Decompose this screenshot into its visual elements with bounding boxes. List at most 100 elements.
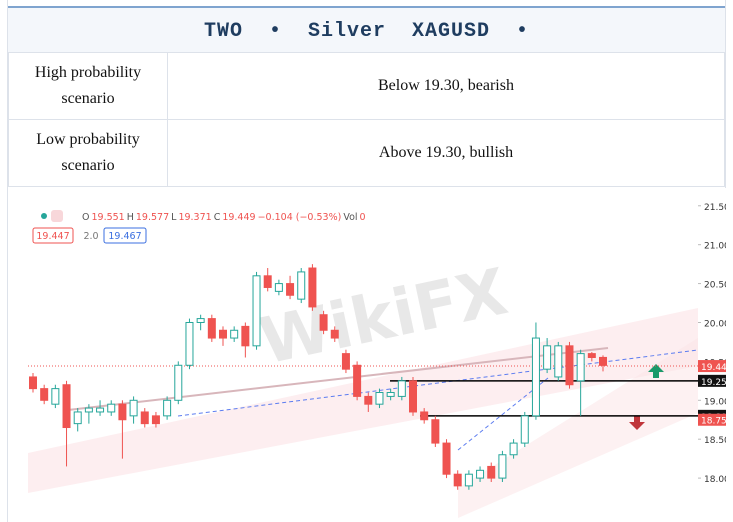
chart: WikiFX21.5021.0020.5020.0019.5019.0018.5… [8, 188, 726, 522]
candle-body [151, 415, 160, 425]
candle-body [140, 411, 149, 425]
trend-line [457, 377, 549, 451]
candle-body [587, 353, 596, 359]
candle-body [487, 465, 496, 479]
row: Low probability scenario Above 19.30, bu… [8, 119, 725, 187]
candle-body [420, 411, 429, 421]
cell: High probability scenario [8, 52, 168, 120]
scenario-table: High probability scenario Below 19.30, b… [8, 52, 725, 187]
candle-body [29, 376, 37, 390]
candle-body [219, 329, 227, 339]
y-tick-label: 21.50 [704, 203, 726, 213]
candle-body [509, 442, 518, 456]
ohlc-change: −0.104 (−0.53%) [258, 212, 342, 223]
value-box-label: 19.467 [108, 231, 141, 242]
ohlc-l: 19.371 [178, 212, 211, 223]
y-tick-label: 18.00 [704, 475, 726, 485]
candle-body [375, 392, 384, 405]
cell: Below 19.30, bearish [167, 52, 725, 120]
candle-body [409, 380, 417, 413]
legend-icon [51, 210, 63, 222]
candle-body [107, 403, 116, 413]
ohlc-c-label: C [214, 212, 221, 223]
candle-body [297, 271, 306, 300]
candle-body [554, 345, 563, 378]
ohlc-legend: O 19.551 H 19.577 L 19.371 C 19.449 −0.104 (−0.5… [82, 212, 366, 223]
up-arrow [648, 364, 664, 378]
legend-dot [41, 213, 47, 219]
candle-body [51, 388, 60, 405]
y-tick-label: 18.50 [704, 436, 726, 446]
candle-body [274, 283, 283, 292]
price-label: 19.44 [701, 363, 726, 373]
price-label-bg [698, 413, 726, 426]
candle-body [263, 275, 272, 288]
candle-body [118, 403, 127, 421]
down-arrow [629, 416, 645, 430]
candle-body [330, 329, 339, 339]
candle-body [353, 364, 362, 397]
price-label: 19.25 [701, 378, 726, 388]
candle-body [386, 392, 395, 397]
candle-body [252, 275, 261, 347]
title: TWO • Silver XAGUSD • [203, 20, 530, 43]
ohlc-c: 19.449 [222, 212, 255, 223]
ohlc-vol: 0 [360, 212, 366, 223]
value-box-label: 2.0 [83, 231, 98, 242]
candle-body [464, 473, 473, 487]
candle-body [576, 353, 585, 382]
y-tick-label: 19.00 [704, 397, 726, 407]
ohlc-l-label: L [171, 212, 177, 223]
ohlc-o-label: O [82, 212, 89, 223]
candle-body [286, 283, 295, 296]
y-tick-label: 20.50 [704, 281, 726, 291]
value-box-label: 19.447 [36, 231, 69, 242]
candle-body [431, 419, 440, 444]
header: TWO • Silver XAGUSD • [8, 6, 725, 52]
value-box [32, 227, 74, 244]
candle-body [73, 411, 82, 425]
cell: Above 19.30, bullish [167, 119, 725, 187]
candle-body [476, 469, 485, 479]
cell: Low probability scenario [8, 119, 168, 187]
candle-body [498, 454, 507, 479]
price-label: 18.75 [701, 417, 726, 427]
price-label-bg [698, 374, 726, 387]
candle-body [453, 473, 462, 487]
candle-body [163, 399, 172, 417]
candle-body [442, 442, 451, 475]
candle-body [543, 345, 552, 370]
ohlc-vol-label: Vol [343, 212, 357, 223]
page: TWO • Silver XAGUSD • High probability s… [7, 0, 726, 522]
candle-body [599, 356, 607, 366]
channel [28, 308, 698, 493]
candle-body [96, 407, 105, 413]
y-tick-label: 20.00 [704, 319, 726, 329]
candle-body [230, 329, 239, 339]
candle-body [341, 353, 350, 370]
ohlc-h-label: H [127, 212, 134, 223]
candle-body [62, 384, 71, 429]
candle-body [196, 318, 205, 323]
candle-body [40, 388, 49, 401]
trend-line [177, 349, 699, 417]
candle-body [319, 314, 328, 331]
candle-body [565, 345, 574, 386]
channel [458, 338, 698, 518]
candle-body [84, 407, 93, 413]
candle-body [520, 415, 529, 444]
price-label-bg [698, 360, 726, 373]
y-tick-label: 21.00 [704, 242, 726, 252]
value-box [103, 227, 147, 244]
candle-body [241, 325, 250, 347]
row: High probability scenario Below 19.30, b… [8, 52, 725, 120]
candle-body [129, 399, 138, 417]
candle-body [397, 380, 406, 397]
candle-body [531, 337, 540, 417]
candle-body [364, 395, 373, 405]
candle-body [174, 364, 183, 401]
ohlc-o: 19.551 [91, 212, 124, 223]
candle-body [185, 321, 194, 366]
candle-body [308, 267, 317, 308]
trend-line [67, 347, 609, 411]
